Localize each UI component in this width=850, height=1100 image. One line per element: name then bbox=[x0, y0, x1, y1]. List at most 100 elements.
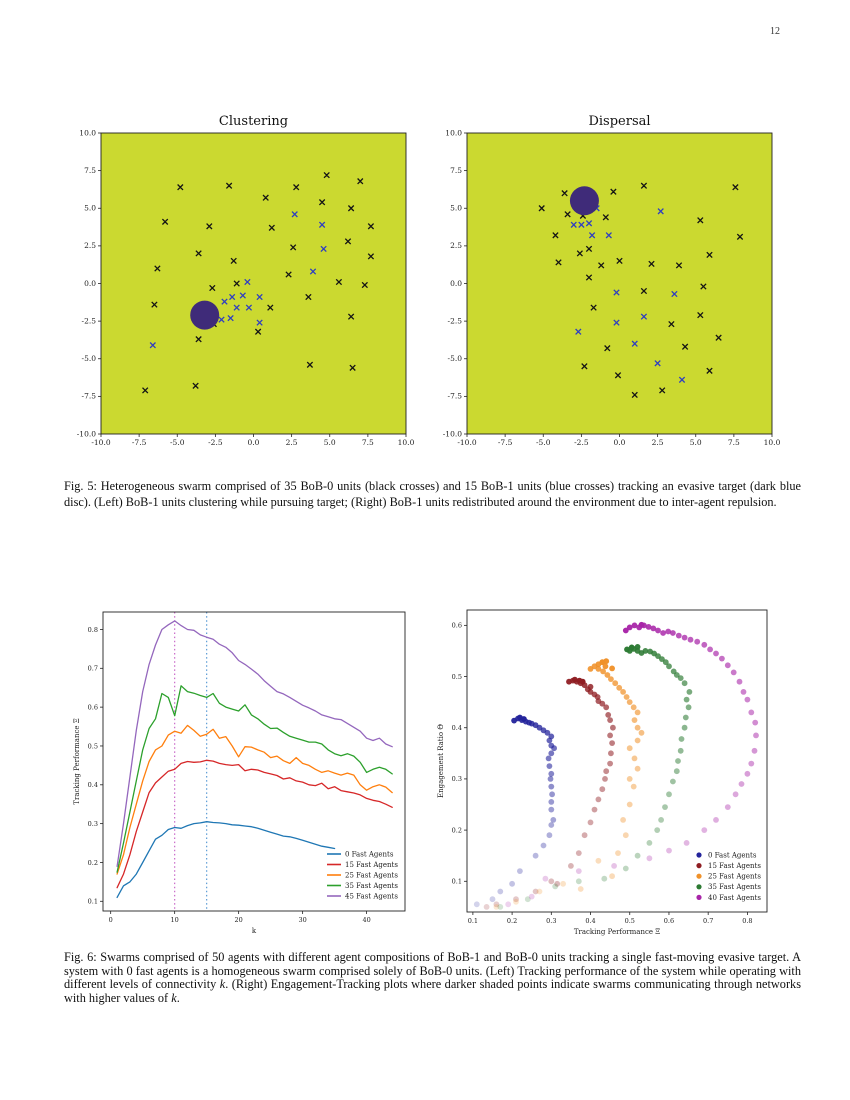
svg-text:0.5: 0.5 bbox=[625, 917, 635, 925]
svg-text:10.0: 10.0 bbox=[764, 438, 781, 447]
series-0-fast-agents bbox=[473, 714, 557, 908]
plot-background bbox=[101, 133, 406, 434]
legend-swatch-0-fast-agents bbox=[696, 852, 702, 858]
svg-text:0.1: 0.1 bbox=[88, 898, 98, 906]
series-35-fast-agents bbox=[116, 685, 393, 873]
svg-text:10.0: 10.0 bbox=[79, 128, 96, 137]
svg-text:10.0: 10.0 bbox=[445, 128, 462, 137]
series-15-fast-agents bbox=[116, 759, 393, 889]
svg-text:-7.5: -7.5 bbox=[448, 392, 463, 401]
svg-text:-5.0: -5.0 bbox=[536, 438, 551, 447]
caption-text: . bbox=[176, 990, 180, 1005]
x-axis-label: Tracking Performance Ξ bbox=[574, 928, 660, 936]
svg-text:5.0: 5.0 bbox=[450, 204, 462, 213]
series-15-fast-agents bbox=[483, 676, 616, 910]
legend: 0 Fast Agents 15 Fast Agents 25 Fast Agent… bbox=[696, 851, 761, 902]
axes-box bbox=[102, 611, 406, 912]
svg-text:0.8: 0.8 bbox=[742, 917, 752, 925]
series-0-fast-agents bbox=[116, 821, 336, 899]
svg-text:0: 0 bbox=[109, 916, 113, 924]
x-axis-label: k bbox=[252, 927, 257, 935]
legend-swatch-35-fast-agents bbox=[696, 884, 702, 890]
series-bob-0-units bbox=[142, 171, 375, 394]
legend-label-25-fast-agents: 25 Fast Agents bbox=[708, 873, 761, 881]
series-bob-1-units bbox=[149, 211, 327, 349]
svg-text:0.7: 0.7 bbox=[88, 665, 98, 673]
axis-ticks: -10.0 -7.5 -5.0 -2.5 0.0 2.5 5.0 7.5 10.0 -10.0 -7… bbox=[77, 128, 415, 447]
svg-text:-2.5: -2.5 bbox=[574, 438, 589, 447]
figure5-clustering-plot: -10.0 -7.5 -5.0 -2.5 0.0 2.5 5.0 7.5 10.0 -10.0 -7… bbox=[77, 114, 415, 447]
axes-box bbox=[466, 609, 768, 913]
legend-label-35-fast-agents: 35 Fast Agents bbox=[345, 882, 398, 890]
plot-background bbox=[467, 133, 772, 434]
svg-text:2.5: 2.5 bbox=[84, 241, 96, 250]
svg-text:-10.0: -10.0 bbox=[77, 429, 96, 438]
svg-text:0.3: 0.3 bbox=[88, 820, 98, 828]
series-40-fast-agents bbox=[505, 621, 759, 908]
svg-text:0.1: 0.1 bbox=[468, 917, 478, 925]
svg-text:0.3: 0.3 bbox=[546, 917, 556, 925]
svg-text:2.5: 2.5 bbox=[652, 438, 664, 447]
svg-text:-2.5: -2.5 bbox=[208, 438, 223, 447]
svg-text:2.5: 2.5 bbox=[286, 438, 298, 447]
legend-swatch-25-fast-agents bbox=[696, 873, 702, 879]
series-45-fast-agents bbox=[116, 620, 393, 867]
legend-label-0-fast-agents: 0 Fast Agents bbox=[345, 850, 394, 858]
svg-text:0.5: 0.5 bbox=[452, 673, 462, 681]
svg-text:10: 10 bbox=[171, 916, 179, 924]
caption-text: k bbox=[171, 990, 177, 1005]
svg-text:-7.5: -7.5 bbox=[82, 392, 97, 401]
legend-swatch-40-fast-agents bbox=[696, 894, 702, 900]
svg-text:0.4: 0.4 bbox=[88, 781, 98, 789]
series-25-fast-agents bbox=[493, 658, 645, 910]
legend-label-15-fast-agents: 15 Fast Agents bbox=[345, 861, 398, 869]
svg-text:0.2: 0.2 bbox=[507, 917, 517, 925]
svg-text:2.5: 2.5 bbox=[450, 241, 462, 250]
svg-text:-7.5: -7.5 bbox=[132, 438, 147, 447]
y-axis-label: Tracking Performance Ξ bbox=[73, 718, 81, 804]
svg-text:0.6: 0.6 bbox=[664, 917, 674, 925]
svg-text:-10.0: -10.0 bbox=[443, 429, 462, 438]
svg-text:7.5: 7.5 bbox=[84, 166, 96, 175]
svg-text:0.0: 0.0 bbox=[248, 438, 260, 447]
legend-label-35-fast-agents: 35 Fast Agents bbox=[708, 883, 761, 891]
svg-text:5.0: 5.0 bbox=[690, 438, 702, 447]
svg-text:0.5: 0.5 bbox=[88, 742, 98, 750]
legend-label-25-fast-agents: 25 Fast Agents bbox=[345, 871, 398, 879]
svg-text:0.0: 0.0 bbox=[450, 279, 462, 288]
svg-text:-10.0: -10.0 bbox=[91, 438, 110, 447]
svg-text:0.3: 0.3 bbox=[452, 775, 462, 783]
legend-swatch-15-fast-agents bbox=[696, 863, 702, 869]
svg-text:0.6: 0.6 bbox=[452, 622, 462, 630]
caption-text: Fig. 5: Heterogeneous swarm comprised of… bbox=[64, 479, 801, 509]
legend: 0 Fast Agents 15 Fast Agents 25 Fast Agent… bbox=[327, 850, 398, 900]
axis-ticks: -10.0 -7.5 -5.0 -2.5 0.0 2.5 5.0 7.5 10.0 -10.0 -7… bbox=[443, 128, 781, 447]
svg-text:0.4: 0.4 bbox=[452, 724, 462, 732]
page-number: 12 bbox=[770, 26, 780, 37]
svg-text:-2.5: -2.5 bbox=[448, 316, 463, 325]
legend-label-0-fast-agents: 0 Fast Agents bbox=[708, 851, 757, 859]
series-25-fast-agents bbox=[116, 724, 393, 875]
legend-label-15-fast-agents: 15 Fast Agents bbox=[708, 862, 761, 870]
y-axis-label: Engagement Ratio Θ bbox=[437, 724, 445, 798]
svg-text:0.1: 0.1 bbox=[452, 878, 462, 886]
figure6-tracking-performance-plot: 0 10 20 30 40 0.1 0.2 0.3 0.4 0.5 0.6 0.7 0.8 k Tracki… bbox=[73, 611, 406, 935]
series-35-fast-agents bbox=[497, 644, 693, 910]
svg-text:7.5: 7.5 bbox=[362, 438, 374, 447]
svg-text:-5.0: -5.0 bbox=[82, 354, 97, 363]
svg-text:-10.0: -10.0 bbox=[457, 438, 476, 447]
svg-text:7.5: 7.5 bbox=[728, 438, 740, 447]
series-bob-0-units bbox=[538, 182, 744, 399]
svg-text:0.6: 0.6 bbox=[88, 703, 98, 711]
figure5-dispersal-plot: -10.0 -7.5 -5.0 -2.5 0.0 2.5 5.0 7.5 10.0 -10.0 -7… bbox=[443, 114, 781, 447]
svg-text:5.0: 5.0 bbox=[84, 204, 96, 213]
figure5-caption: Fig. 5: Heterogeneous swarm comprised of… bbox=[64, 479, 801, 510]
svg-text:0.4: 0.4 bbox=[585, 917, 595, 925]
svg-text:0.0: 0.0 bbox=[614, 438, 626, 447]
chart-title: Clustering bbox=[219, 114, 288, 129]
caption-text: Fig. 6: Swarms comprised of 50 agents wi… bbox=[64, 950, 801, 992]
svg-text:-7.5: -7.5 bbox=[498, 438, 513, 447]
svg-text:40: 40 bbox=[362, 916, 370, 924]
legend-label-40-fast-agents: 40 Fast Agents bbox=[708, 894, 761, 902]
axis-ticks: 0 10 20 30 40 0.1 0.2 0.3 0.4 0.5 0.6 0.7 0.8 bbox=[88, 626, 371, 924]
